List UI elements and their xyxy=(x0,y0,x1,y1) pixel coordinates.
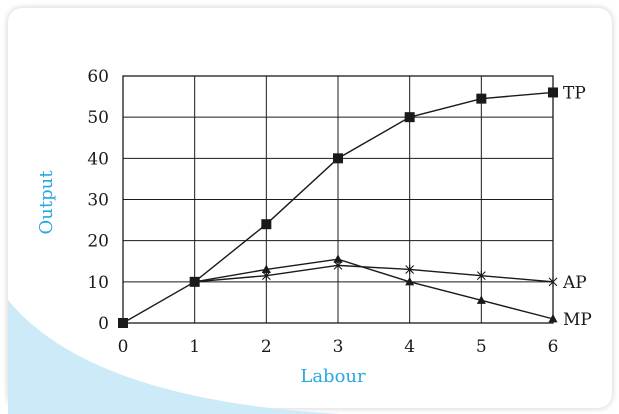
tp-point-3 xyxy=(333,153,343,164)
x-tick-label-0: 0 xyxy=(118,337,129,357)
series-ap: AP xyxy=(190,260,587,293)
ap-point-5 xyxy=(476,270,486,281)
y-tick-label-40: 40 xyxy=(87,149,109,169)
x-tick-label-6: 6 xyxy=(548,337,559,357)
x-axis-title: Labour xyxy=(300,366,366,387)
series-label-tp: TP xyxy=(563,83,586,103)
y-tick-label-10: 10 xyxy=(87,273,109,293)
tp-point-4 xyxy=(404,112,415,123)
x-tick-label-2: 2 xyxy=(261,337,272,357)
tp-point-1 xyxy=(189,276,200,287)
tp-point-2 xyxy=(261,219,272,230)
ap-point-4 xyxy=(405,264,415,275)
series-label-ap: AP xyxy=(562,273,587,293)
series-line-ap xyxy=(194,264,554,283)
series-label-mp: MP xyxy=(563,310,592,330)
y-tick-label-20: 20 xyxy=(87,232,109,252)
mp-point-3 xyxy=(333,254,343,263)
y-tick-label-60: 60 xyxy=(87,67,109,87)
tp-point-6 xyxy=(548,87,558,98)
mp-point-6 xyxy=(548,313,558,323)
mp-point-5 xyxy=(476,295,486,304)
series-tp: TP xyxy=(118,83,586,328)
series-line-mp xyxy=(194,258,554,320)
chart-card xyxy=(8,8,612,408)
y-tick-label-50: 50 xyxy=(87,108,109,128)
x-tick-label-4: 4 xyxy=(404,337,415,357)
tp-point-5 xyxy=(476,93,487,104)
plot-frame xyxy=(122,75,554,324)
mp-point-2 xyxy=(261,264,271,273)
x-tick-label-3: 3 xyxy=(333,337,344,357)
series-mp: MP xyxy=(190,254,592,330)
y-axis-title: Output xyxy=(36,170,57,235)
y-tick-label-30: 30 xyxy=(87,191,109,211)
tp-point-0 xyxy=(118,318,128,328)
x-tick-label-1: 1 xyxy=(189,337,200,357)
data-series: AP MP TP xyxy=(118,83,592,330)
decorative-background-curve xyxy=(8,300,340,414)
y-tick-label-0: 0 xyxy=(98,314,109,334)
ap-point-6 xyxy=(548,276,558,287)
mp-point-4 xyxy=(405,276,415,286)
x-tick-label-5: 5 xyxy=(476,337,487,357)
